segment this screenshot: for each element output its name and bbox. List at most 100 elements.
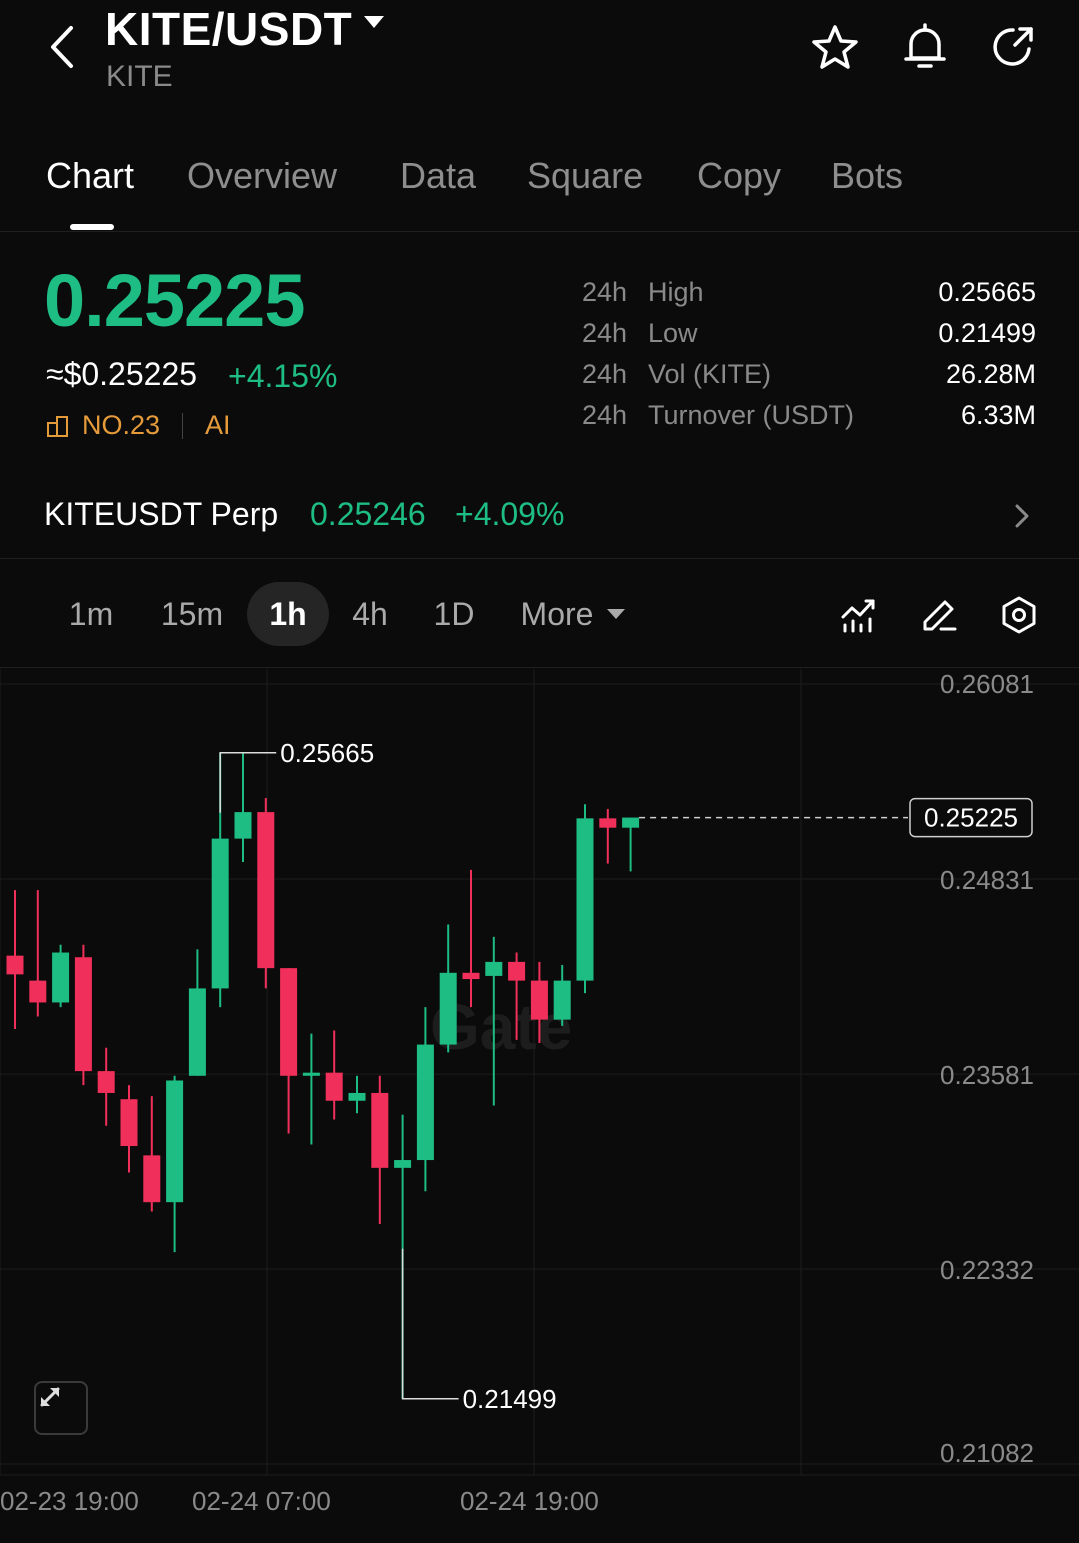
stat-value: 6.33M <box>960 400 1036 430</box>
candle-body <box>166 1080 184 1203</box>
caret-down-icon <box>607 608 626 619</box>
stat-value: 0.25665 <box>938 277 1036 307</box>
candle-body <box>416 1044 434 1161</box>
favorite-button[interactable] <box>810 22 860 72</box>
candle-body <box>257 812 275 969</box>
tab-bots[interactable]: Bots <box>831 155 904 196</box>
category-tag[interactable]: AI <box>205 410 231 440</box>
interval-1m[interactable]: 1m <box>68 596 114 632</box>
candle-body <box>6 955 24 975</box>
candle-body <box>325 1072 343 1101</box>
interval-1d[interactable]: 1D <box>433 596 475 632</box>
perp-link-row[interactable]: KITEUSDT Perp 0.25246 +4.09% <box>0 478 1079 559</box>
last-price-box <box>909 797 1033 838</box>
low-marker-line <box>401 1248 459 1400</box>
stat-period: 24h <box>582 359 628 389</box>
pencil-icon <box>923 600 957 631</box>
stats-panel: 24h High 0.25665 24h Low 0.21499 24h Vol… <box>582 272 1036 436</box>
bell-icon <box>904 23 946 68</box>
candle-body <box>599 818 617 828</box>
stat-label: Vol (KITE) <box>648 359 772 389</box>
rank-label[interactable]: NO.23 <box>82 410 161 440</box>
price-alert-button[interactable] <box>900 22 950 72</box>
y-axis-tick-label: 0.21082 <box>940 1438 1034 1468</box>
pair-selector[interactable]: KITE/USDT <box>105 2 385 56</box>
interval-4h[interactable]: 4h <box>352 596 388 632</box>
candle-body <box>394 1160 412 1168</box>
fullscreen-button[interactable] <box>34 1381 88 1435</box>
stat-row: 24h Turnover (USDT) 6.33M <box>582 395 1036 436</box>
share-icon <box>993 27 1033 66</box>
interval-1h[interactable]: 1h <box>247 582 329 646</box>
candle-body <box>52 952 70 1003</box>
indicator-icon <box>841 599 875 633</box>
gear-icon <box>1002 596 1036 634</box>
x-axis-tick-label: 02-23 19:00 <box>0 1486 139 1516</box>
perp-price: 0.25246 <box>310 496 426 532</box>
active-tab-indicator <box>70 224 114 230</box>
candle-body <box>622 817 640 828</box>
pair-title: KITE/USDT <box>105 3 353 55</box>
stat-period: 24h <box>582 318 628 348</box>
stat-row: 24h Low 0.21499 <box>582 313 1036 354</box>
share-button[interactable] <box>988 22 1038 72</box>
stat-label: High <box>648 277 704 307</box>
price-change: +4.15% <box>228 358 338 394</box>
y-axis-tick-label: 0.23581 <box>940 1060 1034 1090</box>
candle-body <box>97 1071 115 1093</box>
stat-row: 24h High 0.25665 <box>582 272 1036 313</box>
y-axis-tick-label: 0.26081 <box>940 669 1034 699</box>
candle-body <box>29 980 47 1003</box>
perp-change: +4.09% <box>455 496 565 532</box>
candle-body <box>530 980 548 1020</box>
candle-body <box>508 961 526 981</box>
stat-label: Low <box>648 318 698 348</box>
interval-15m[interactable]: 15m <box>160 596 224 632</box>
tab-overview[interactable]: Overview <box>187 155 338 196</box>
tab-square[interactable]: Square <box>527 155 644 196</box>
candle-body <box>143 1155 161 1203</box>
tab-chart[interactable]: Chart <box>46 155 135 196</box>
candlestick-chart[interactable]: Gate 0.26081 0.24831 0.23581 0.22332 0.21082… <box>0 669 1079 1543</box>
y-axis-tick-label: 0.22332 <box>940 1255 1034 1285</box>
stat-period: 24h <box>582 400 628 430</box>
caret-down-icon <box>364 16 385 28</box>
chart-settings-button[interactable] <box>996 592 1042 638</box>
y-axis-tick-label: 0.24831 <box>940 865 1034 895</box>
last-price: 0.25225 <box>44 259 305 342</box>
candle-body <box>439 972 457 1045</box>
candle-body <box>348 1092 366 1101</box>
perp-name: KITEUSDT Perp <box>44 496 279 532</box>
stat-period: 24h <box>582 277 628 307</box>
drawing-tools-button[interactable] <box>916 592 962 638</box>
candle-body <box>234 812 252 839</box>
indicators-button[interactable] <box>836 592 882 638</box>
header: KITE/USDT KITE <box>0 0 1079 120</box>
stat-row: 24h Vol (KITE) 26.28M <box>582 354 1036 395</box>
candle-body <box>485 961 503 976</box>
x-axis-tick-label: 02-24 19:00 <box>460 1486 599 1516</box>
candle-body <box>120 1099 138 1147</box>
interval-more-dropdown[interactable]: More <box>508 582 638 646</box>
high-marker-label: 0.25665 <box>280 738 374 768</box>
candle-body <box>280 968 298 1076</box>
tab-copy[interactable]: Copy <box>697 155 782 196</box>
last-price-label: 0.25225 <box>924 803 1018 833</box>
usd-price: ≈$0.25225 <box>46 356 198 392</box>
section-tabs: Chart Overview Data Square Copy Bots <box>0 140 1079 232</box>
candle-body <box>371 1092 389 1168</box>
stat-label: Turnover (USDT) <box>648 400 855 430</box>
chart-canvas[interactable]: Gate 0.260810.248310.235810.223320.21082… <box>0 669 1079 1543</box>
candle-body <box>553 980 571 1020</box>
candle-body <box>188 988 206 1076</box>
back-button[interactable] <box>40 22 84 72</box>
base-asset: KITE <box>106 60 173 93</box>
interval-bar: 1m 15m 1h 4h 1D More <box>0 570 1079 668</box>
star-icon <box>812 25 858 69</box>
rank-icon <box>47 415 68 437</box>
x-axis-tick-label: 02-24 07:00 <box>192 1486 331 1516</box>
candle-body <box>211 838 229 989</box>
tab-data[interactable]: Data <box>400 155 477 196</box>
candle-body <box>302 1072 320 1076</box>
chevron-left-icon <box>51 26 73 68</box>
